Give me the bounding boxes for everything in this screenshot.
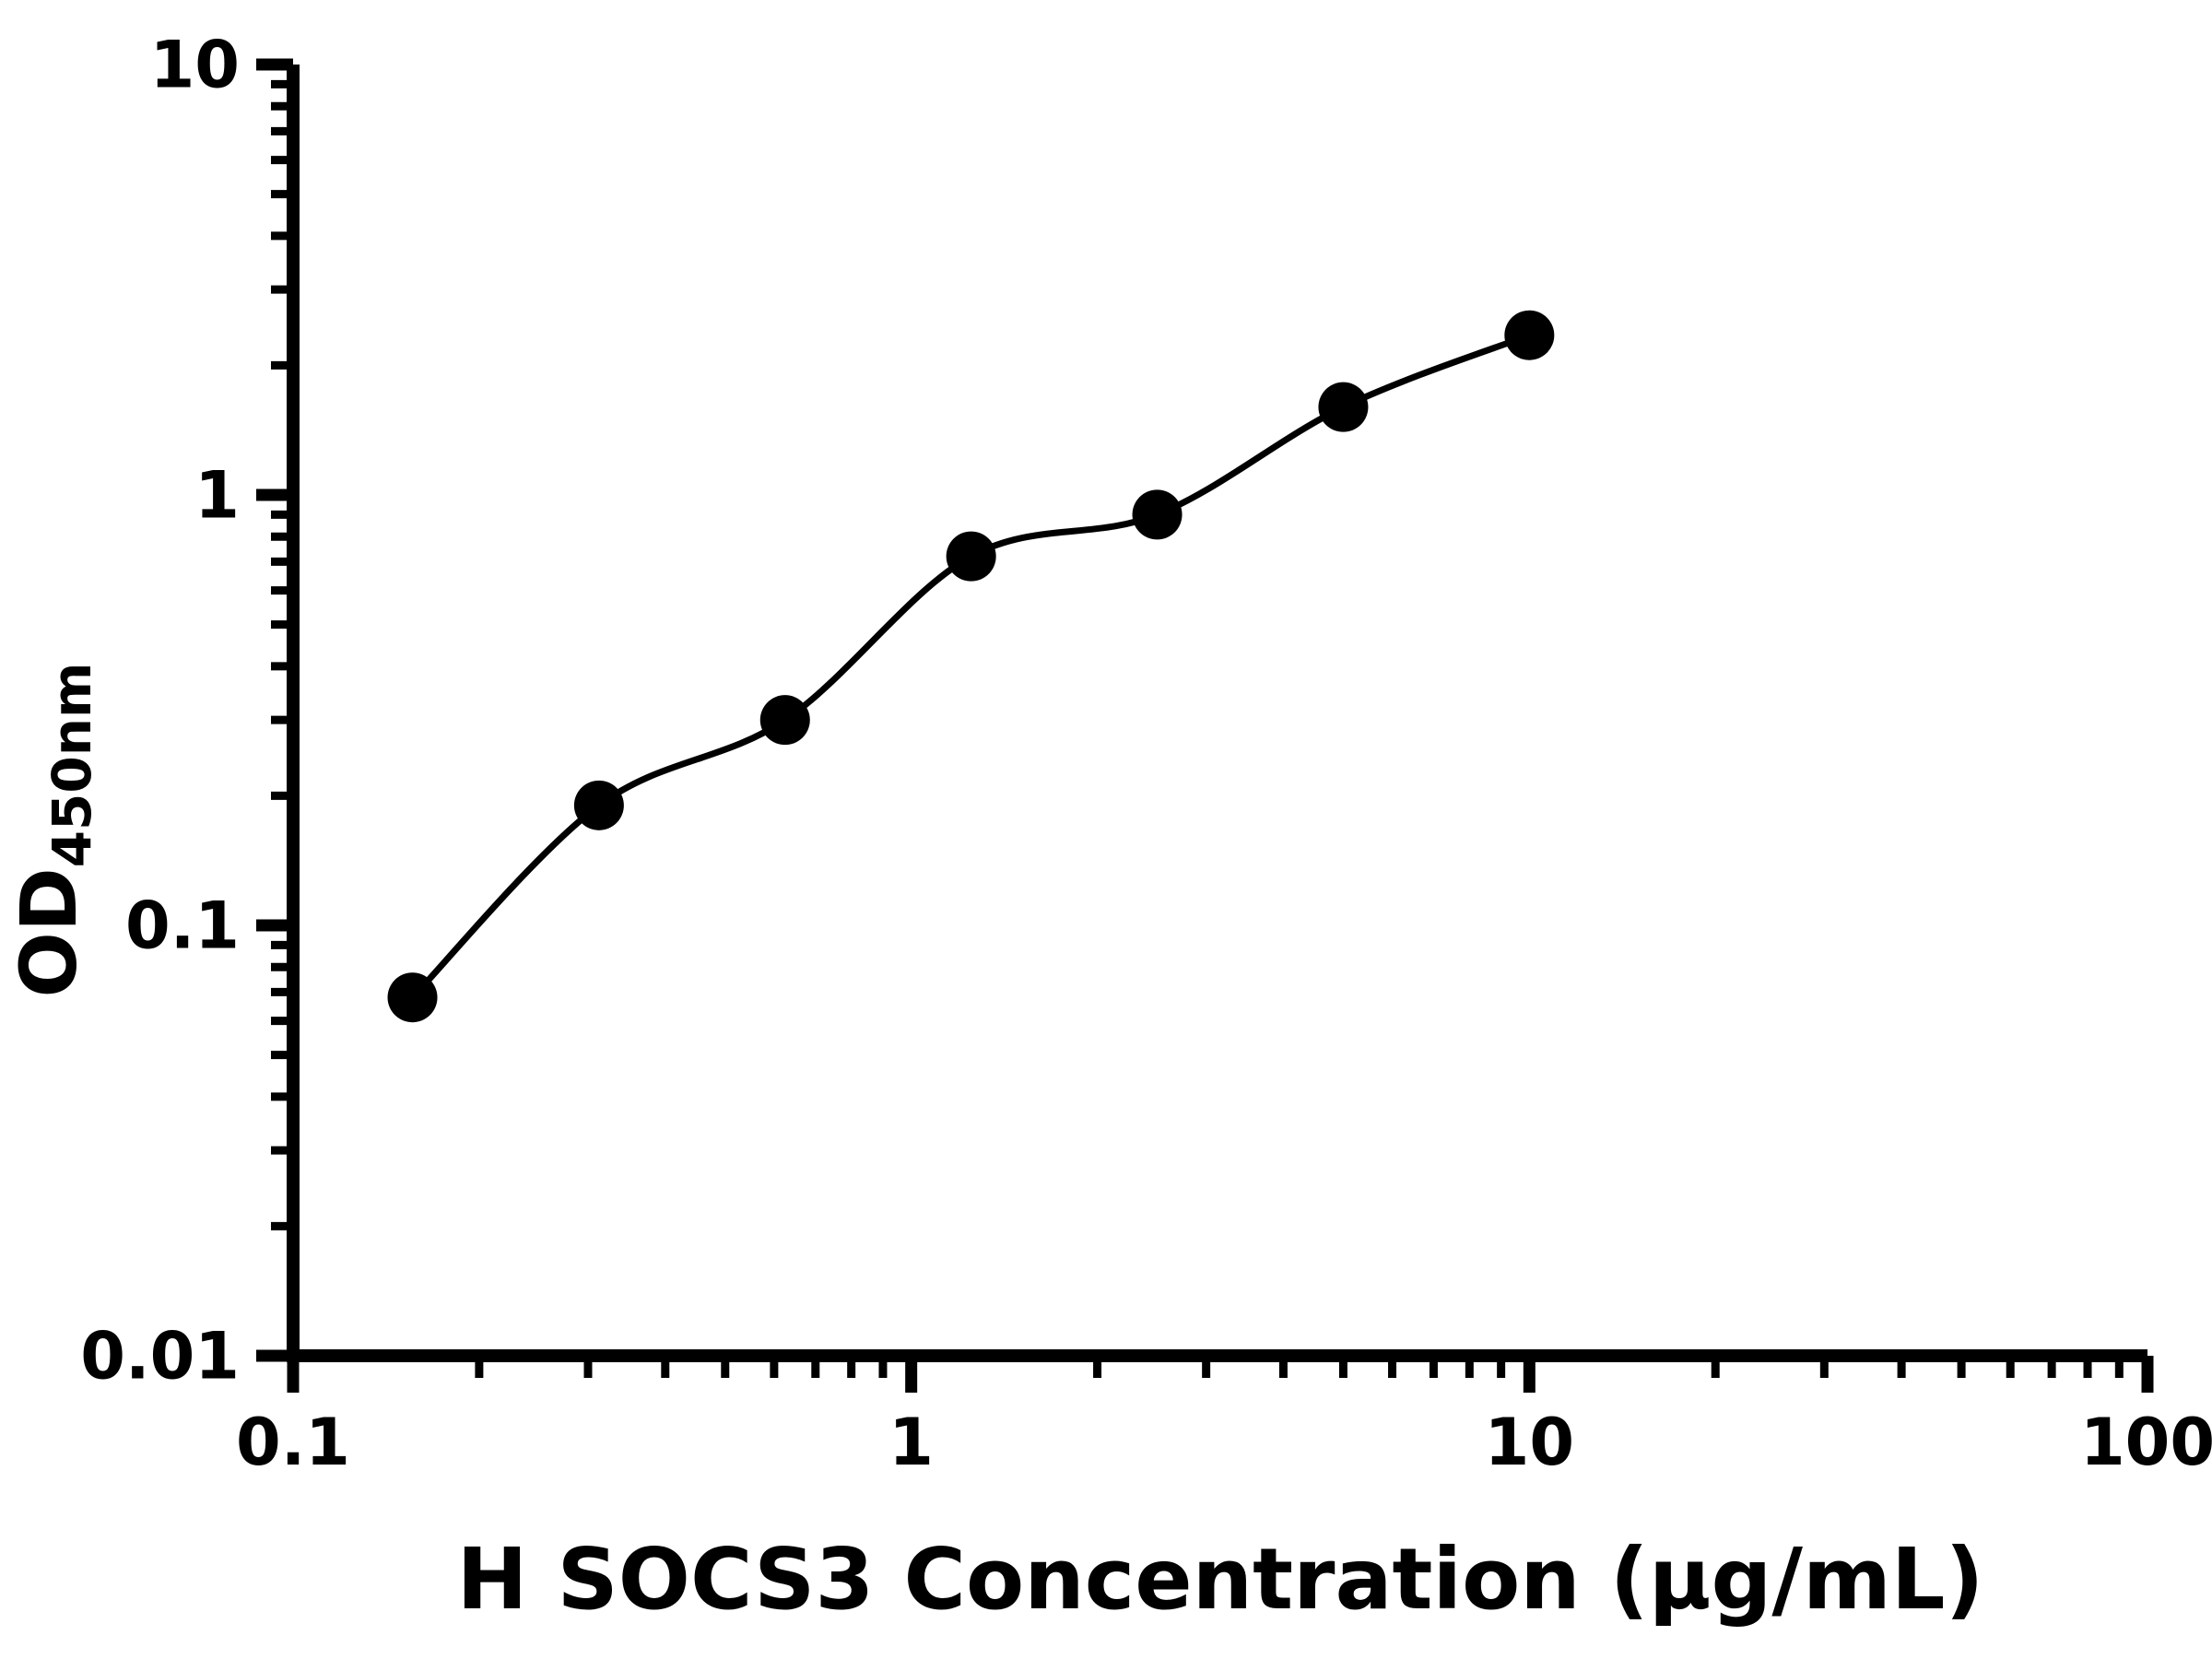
data-point bbox=[1318, 382, 1369, 432]
y-tick-label: 0.01 bbox=[80, 1319, 240, 1394]
x-tick-label: 100 bbox=[2080, 1405, 2212, 1480]
y-axis-label-subscript: 450nm bbox=[41, 663, 103, 868]
y-tick-label: 1 bbox=[194, 458, 240, 534]
y-tick-label: 10 bbox=[150, 28, 240, 103]
y-tick-label: 0.1 bbox=[125, 888, 240, 964]
data-point bbox=[573, 780, 624, 830]
x-axis-label: H SOCS3 Concentration (µg/mL) bbox=[456, 1530, 1983, 1629]
fit-curve bbox=[410, 332, 1531, 1000]
x-tick-label: 1 bbox=[888, 1405, 934, 1480]
y-axis-label-main: OD bbox=[4, 867, 94, 997]
data-point bbox=[387, 972, 438, 1023]
axes-frame bbox=[287, 65, 2147, 1362]
x-tick-label: 0.1 bbox=[236, 1405, 350, 1480]
x-tick-label: 10 bbox=[1485, 1405, 1574, 1480]
data-point bbox=[1504, 310, 1555, 360]
data-point bbox=[946, 531, 996, 582]
y-axis-label: OD450nm bbox=[4, 663, 103, 998]
data-point bbox=[759, 695, 810, 746]
data-point bbox=[1132, 489, 1182, 540]
